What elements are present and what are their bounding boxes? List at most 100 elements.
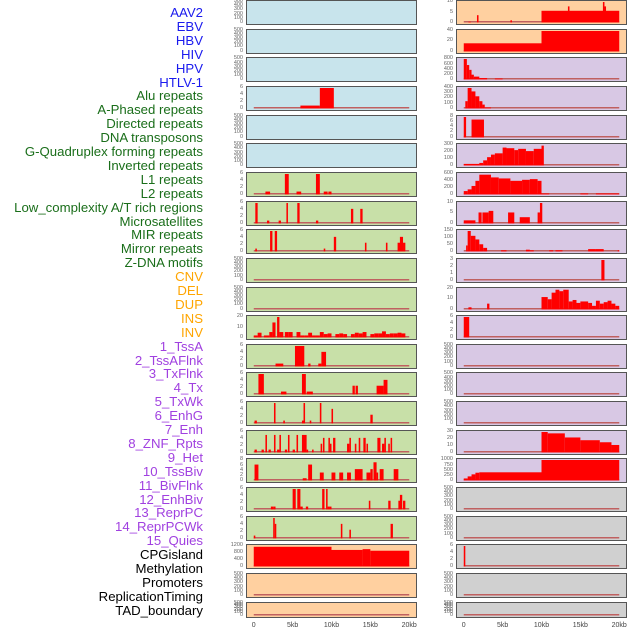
- y-tick-label: 0: [239, 420, 243, 427]
- bar: [288, 332, 293, 338]
- bar: [603, 301, 608, 309]
- bar: [335, 334, 340, 338]
- bar: [284, 332, 289, 338]
- bar: [466, 245, 468, 252]
- y-tick-label: 0: [239, 305, 243, 312]
- y-tick-label: 400: [233, 30, 243, 37]
- y-tick-label: 40: [446, 26, 453, 33]
- y-tick-label: 2: [239, 183, 243, 190]
- bar: [475, 96, 480, 109]
- y-tick-label: 2: [239, 527, 243, 534]
- bar: [339, 333, 344, 338]
- bar: [390, 523, 393, 539]
- bar: [390, 437, 393, 453]
- bar: [319, 472, 324, 481]
- bar: [320, 443, 323, 453]
- track-panel-right: [456, 573, 627, 598]
- y-tick-label: 100: [443, 530, 453, 537]
- y-tick-label: 0: [449, 506, 453, 513]
- y-tick-label: 6: [239, 370, 243, 377]
- y-tick-label: 6: [449, 117, 453, 124]
- bar: [268, 449, 271, 453]
- bar: [308, 363, 311, 367]
- track-label: Z-DNA motifs: [124, 255, 203, 271]
- bar: [519, 216, 530, 224]
- y-tick-label: 500: [443, 485, 453, 492]
- y-tick-label: 100: [443, 99, 453, 106]
- track-label: Microsatellites: [119, 213, 203, 229]
- y-tick-label: 300: [233, 149, 243, 156]
- bar: [479, 244, 484, 252]
- track-label: 7_Enh: [164, 422, 203, 437]
- y-tick-label: 100: [233, 129, 243, 136]
- y-tick-label: 20: [446, 37, 453, 44]
- x-tick-label: 15kb: [362, 622, 378, 629]
- bar: [306, 392, 313, 395]
- y-tick-label: 0: [449, 563, 453, 570]
- y-tick-label: 0: [449, 611, 453, 618]
- bar: [352, 386, 355, 395]
- y-tick-label: 400: [233, 602, 243, 609]
- bar: [510, 20, 512, 23]
- y-tick-label: 10: [446, 0, 453, 4]
- y-tick-label: 0: [239, 276, 243, 283]
- bar: [487, 303, 490, 309]
- bar: [343, 334, 348, 338]
- bar: [318, 363, 322, 367]
- track-panel-left: [246, 57, 417, 83]
- y-tick-label: 2: [449, 327, 453, 334]
- y-tick-label: 200: [233, 10, 243, 17]
- y-tick-label: 2: [449, 128, 453, 135]
- bar: [541, 193, 550, 195]
- baseline: [253, 479, 410, 481]
- y-tick-label: 6: [449, 313, 453, 320]
- bar: [333, 237, 337, 252]
- track-panel-left: [246, 229, 417, 255]
- y-tick-label: 4: [239, 466, 243, 473]
- track-label: INS: [181, 310, 203, 326]
- y-tick-label: 6: [239, 198, 243, 205]
- y-tick-label: 800: [233, 549, 243, 556]
- y-tick-label: 10: [446, 295, 453, 301]
- bar: [370, 469, 373, 481]
- bar: [308, 464, 313, 481]
- track-panel-right: [456, 286, 627, 312]
- bar: [580, 439, 600, 453]
- bar: [468, 21, 471, 23]
- baseline: [253, 613, 410, 616]
- y-tick-label: 0: [239, 162, 243, 169]
- bar: [261, 449, 264, 453]
- bar: [301, 434, 307, 453]
- y-tick-label: 400: [233, 556, 243, 563]
- y-tick-label: 400: [233, 288, 243, 295]
- bar: [514, 150, 519, 166]
- x-tick-label: 10kb: [323, 622, 340, 629]
- y-tick-label: 100: [233, 14, 243, 21]
- y-tick-label: 2: [449, 262, 453, 269]
- track-label: Directed repeats: [106, 116, 203, 132]
- y-tick-label: 200: [443, 606, 453, 613]
- bar: [611, 444, 620, 453]
- y-tick-label: 0: [239, 76, 243, 83]
- track-label: 4_Tx: [173, 380, 203, 396]
- y-tick-label: 4: [239, 434, 243, 441]
- y-tick-label: 300: [443, 141, 453, 148]
- bar: [284, 449, 288, 453]
- y-tick-label: 0: [239, 506, 243, 513]
- bar: [463, 164, 480, 166]
- bar: [319, 403, 322, 424]
- track-label: 12_EnhBiv: [139, 491, 203, 507]
- bar: [471, 474, 476, 481]
- bar: [483, 160, 488, 166]
- bar: [272, 322, 276, 338]
- bar: [475, 239, 480, 252]
- baseline: [253, 393, 410, 395]
- bar: [397, 242, 402, 252]
- bar: [284, 173, 289, 195]
- track-panel-left: [246, 315, 417, 341]
- x-tick-label: 5kb: [286, 622, 299, 629]
- bar: [269, 332, 273, 338]
- bar: [399, 237, 404, 252]
- bar: [378, 333, 383, 338]
- y-tick-label: 6: [239, 169, 243, 176]
